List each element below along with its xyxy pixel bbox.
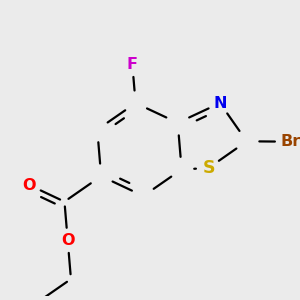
Text: N: N bbox=[213, 96, 227, 111]
Text: O: O bbox=[61, 233, 74, 248]
Text: S: S bbox=[202, 159, 215, 177]
Text: O: O bbox=[22, 178, 36, 193]
Text: F: F bbox=[127, 57, 138, 72]
Text: Br: Br bbox=[280, 134, 300, 149]
